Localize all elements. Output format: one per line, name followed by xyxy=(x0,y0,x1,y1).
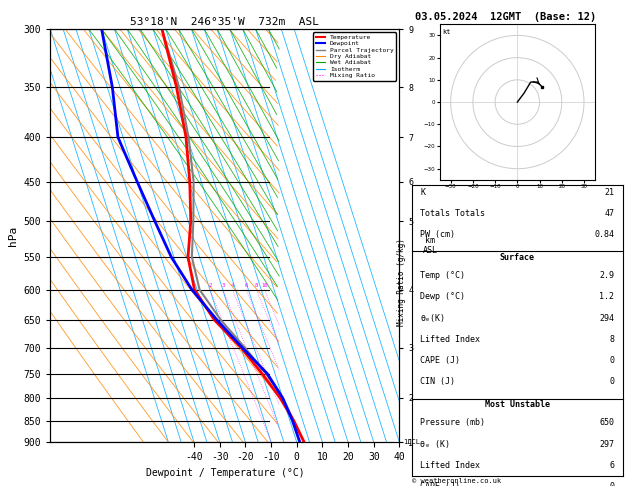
Text: 03.05.2024  12GMT  (Base: 12): 03.05.2024 12GMT (Base: 12) xyxy=(415,12,596,22)
Text: Totals Totals: Totals Totals xyxy=(420,209,486,218)
Text: θₑ (K): θₑ (K) xyxy=(420,439,450,449)
Text: 8: 8 xyxy=(610,335,615,344)
Text: 3: 3 xyxy=(221,283,225,288)
Text: K: K xyxy=(420,188,425,197)
Text: 4: 4 xyxy=(231,283,234,288)
Text: CAPE (J): CAPE (J) xyxy=(420,356,460,365)
Text: 0: 0 xyxy=(610,482,615,486)
Text: 650: 650 xyxy=(599,418,615,427)
Text: 8: 8 xyxy=(255,283,258,288)
Y-axis label: hPa: hPa xyxy=(8,226,18,246)
Text: 0: 0 xyxy=(610,356,615,365)
Title: 53°18'N  246°35'W  732m  ASL: 53°18'N 246°35'W 732m ASL xyxy=(130,17,320,27)
Y-axis label: km
ASL: km ASL xyxy=(423,236,438,255)
Text: CAPE (J): CAPE (J) xyxy=(420,482,460,486)
Text: kt: kt xyxy=(443,29,451,35)
Text: © weatheronline.co.uk: © weatheronline.co.uk xyxy=(412,478,501,484)
Text: 6: 6 xyxy=(245,283,248,288)
Text: 1.2: 1.2 xyxy=(599,292,615,301)
Text: Most Unstable: Most Unstable xyxy=(485,400,550,409)
Text: 294: 294 xyxy=(599,313,615,323)
Text: 47: 47 xyxy=(604,209,615,218)
Text: 0.84: 0.84 xyxy=(594,230,615,239)
Text: 0: 0 xyxy=(610,378,615,386)
Text: 6: 6 xyxy=(610,461,615,470)
Text: Lifted Index: Lifted Index xyxy=(420,335,481,344)
Text: Pressure (mb): Pressure (mb) xyxy=(420,418,486,427)
Text: θₑ(K): θₑ(K) xyxy=(420,313,445,323)
Text: Lifted Index: Lifted Index xyxy=(420,461,481,470)
Text: 1LCL: 1LCL xyxy=(404,439,421,445)
Text: 297: 297 xyxy=(599,439,615,449)
Text: Dewp (°C): Dewp (°C) xyxy=(420,292,465,301)
Text: 21: 21 xyxy=(604,188,615,197)
Text: PW (cm): PW (cm) xyxy=(420,230,455,239)
Text: Surface: Surface xyxy=(500,253,535,262)
Text: Temp (°C): Temp (°C) xyxy=(420,271,465,280)
X-axis label: Dewpoint / Temperature (°C): Dewpoint / Temperature (°C) xyxy=(145,468,304,478)
Text: 2.9: 2.9 xyxy=(599,271,615,280)
Text: 10: 10 xyxy=(261,283,268,288)
Text: Mixing Ratio (g/kg): Mixing Ratio (g/kg) xyxy=(397,238,406,326)
Legend: Temperature, Dewpoint, Parcel Trajectory, Dry Adiabat, Wet Adiabat, Isotherm, Mi: Temperature, Dewpoint, Parcel Trajectory… xyxy=(313,32,396,81)
Text: CIN (J): CIN (J) xyxy=(420,378,455,386)
Text: 2: 2 xyxy=(208,283,212,288)
